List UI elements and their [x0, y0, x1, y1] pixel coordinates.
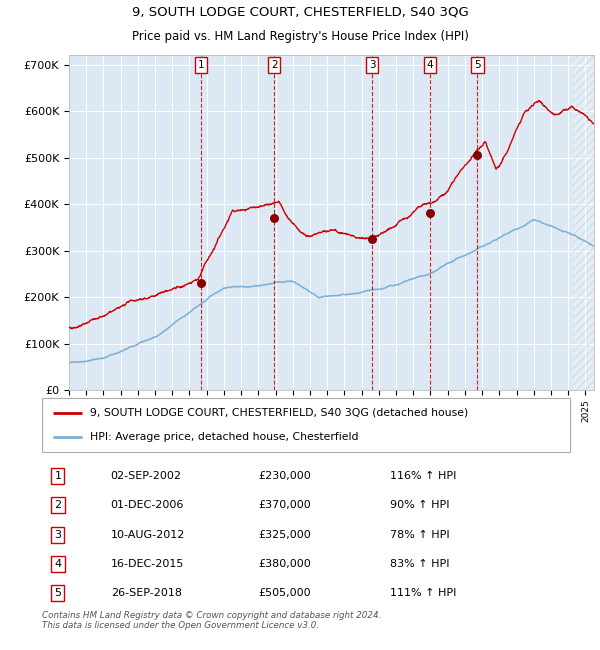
Text: Price paid vs. HM Land Registry's House Price Index (HPI): Price paid vs. HM Land Registry's House … [131, 30, 469, 43]
Text: 5: 5 [55, 588, 61, 598]
Text: 4: 4 [54, 559, 61, 569]
Text: 78% ↑ HPI: 78% ↑ HPI [391, 530, 450, 540]
Text: 02-SEP-2002: 02-SEP-2002 [110, 471, 182, 481]
Text: 3: 3 [55, 530, 61, 540]
Text: HPI: Average price, detached house, Chesterfield: HPI: Average price, detached house, Ches… [89, 432, 358, 443]
Text: 5: 5 [474, 60, 481, 70]
Text: 1: 1 [55, 471, 61, 481]
Text: 3: 3 [369, 60, 376, 70]
Text: 4: 4 [427, 60, 433, 70]
Text: £505,000: £505,000 [259, 588, 311, 598]
Text: 01-DEC-2006: 01-DEC-2006 [110, 500, 184, 510]
Text: 26-SEP-2018: 26-SEP-2018 [110, 588, 182, 598]
Text: 16-DEC-2015: 16-DEC-2015 [110, 559, 184, 569]
Text: 2: 2 [271, 60, 277, 70]
Text: 111% ↑ HPI: 111% ↑ HPI [391, 588, 457, 598]
Text: 116% ↑ HPI: 116% ↑ HPI [391, 471, 457, 481]
Text: £380,000: £380,000 [259, 559, 311, 569]
Text: £230,000: £230,000 [259, 471, 311, 481]
Text: 9, SOUTH LODGE COURT, CHESTERFIELD, S40 3QG: 9, SOUTH LODGE COURT, CHESTERFIELD, S40 … [131, 5, 469, 18]
Text: £325,000: £325,000 [259, 530, 311, 540]
Text: £370,000: £370,000 [259, 500, 311, 510]
Text: 1: 1 [198, 60, 205, 70]
Text: Contains HM Land Registry data © Crown copyright and database right 2024.
This d: Contains HM Land Registry data © Crown c… [42, 611, 382, 630]
Text: 9, SOUTH LODGE COURT, CHESTERFIELD, S40 3QG (detached house): 9, SOUTH LODGE COURT, CHESTERFIELD, S40 … [89, 408, 468, 418]
FancyBboxPatch shape [42, 398, 570, 452]
Text: 2: 2 [54, 500, 61, 510]
Text: 83% ↑ HPI: 83% ↑ HPI [391, 559, 450, 569]
Text: 10-AUG-2012: 10-AUG-2012 [110, 530, 185, 540]
Text: 90% ↑ HPI: 90% ↑ HPI [391, 500, 450, 510]
